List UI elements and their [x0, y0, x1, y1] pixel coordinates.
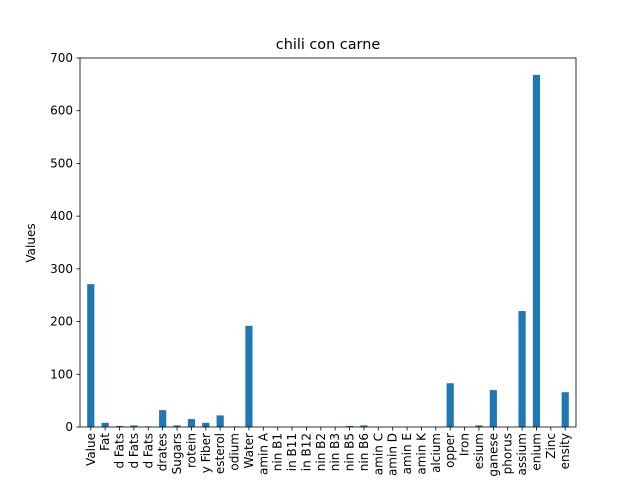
x-tick-label: esterol: [213, 433, 227, 474]
y-tick-label: 200: [50, 315, 73, 329]
x-tick-label: in B12: [299, 433, 313, 471]
y-tick-label: 100: [50, 367, 73, 381]
bar: [130, 425, 138, 427]
bar: [561, 392, 569, 427]
y-tick-label: 600: [50, 104, 73, 118]
x-tick-label: amin E: [400, 433, 414, 474]
bar: [532, 74, 541, 428]
x-tick-label: drates: [156, 433, 170, 471]
y-tick-label: 500: [50, 156, 73, 170]
plot-frame: [79, 57, 577, 428]
bar: [475, 425, 483, 427]
x-tick-label: Zinc: [544, 433, 558, 459]
x-tick-label: nin B2: [314, 433, 328, 471]
x-ticks: Value Fat d Fats d Fats d Fats drates Sugars ro…: [84, 427, 572, 477]
y-axis-label: Values: [24, 223, 38, 262]
bar: [173, 425, 181, 427]
x-tick-label: amin C: [371, 433, 385, 475]
x-tick-label: amin K: [414, 432, 428, 475]
bar: [446, 383, 454, 427]
x-tick-label: nin B1: [271, 433, 285, 471]
x-tick-label: odium: [228, 433, 242, 471]
x-tick-label: nin B5: [343, 433, 357, 471]
bar: [187, 419, 196, 427]
bar: [216, 415, 224, 427]
x-tick-label: Fat: [98, 433, 112, 451]
x-tick-label: Value: [84, 433, 98, 466]
bar: [245, 325, 253, 427]
bars-group: [87, 74, 569, 428]
x-tick-label: amin D: [386, 433, 400, 476]
x-tick-label: nin B3: [328, 433, 342, 471]
x-tick-label: in B11: [285, 433, 299, 471]
x-tick-label: assium: [515, 433, 529, 476]
bar: [518, 311, 526, 427]
bar: [159, 410, 167, 427]
bar: [360, 425, 368, 427]
bar: [87, 284, 95, 427]
x-tick-label: d Fats: [141, 433, 155, 469]
x-tick-label: ensity: [558, 433, 572, 469]
bar: [202, 422, 210, 427]
x-tick-label: nin B6: [357, 433, 371, 471]
x-tick-label: alcium: [429, 433, 443, 473]
x-tick-label: phorus: [501, 433, 515, 474]
x-tick-label: enium: [529, 433, 543, 471]
bar: [345, 425, 354, 427]
x-tick-label: rotein: [184, 433, 198, 468]
x-tick-label: Water: [242, 433, 256, 469]
bar: [101, 422, 109, 427]
x-tick-label: opper: [443, 433, 457, 468]
bar: [115, 425, 124, 427]
x-tick-label: d Fats: [127, 433, 141, 469]
y-tick-label: 700: [50, 51, 73, 65]
x-tick-label: esium: [472, 433, 486, 469]
y-ticks: 0 100 200 300 400 500 600 700: [50, 51, 80, 434]
x-tick-label: Sugars: [170, 433, 184, 474]
x-tick-label: d Fats: [113, 433, 127, 469]
chart-title: chili con carne: [276, 37, 381, 53]
y-tick-label: 0: [65, 420, 73, 434]
x-tick-label: ganese: [486, 433, 500, 477]
x-tick-label: amin A: [256, 432, 270, 475]
y-tick-label: 400: [50, 209, 73, 223]
bar: [489, 390, 497, 427]
y-tick-label: 300: [50, 262, 73, 276]
x-tick-label: y Fiber: [199, 433, 213, 473]
x-tick-label: Iron: [458, 433, 472, 456]
